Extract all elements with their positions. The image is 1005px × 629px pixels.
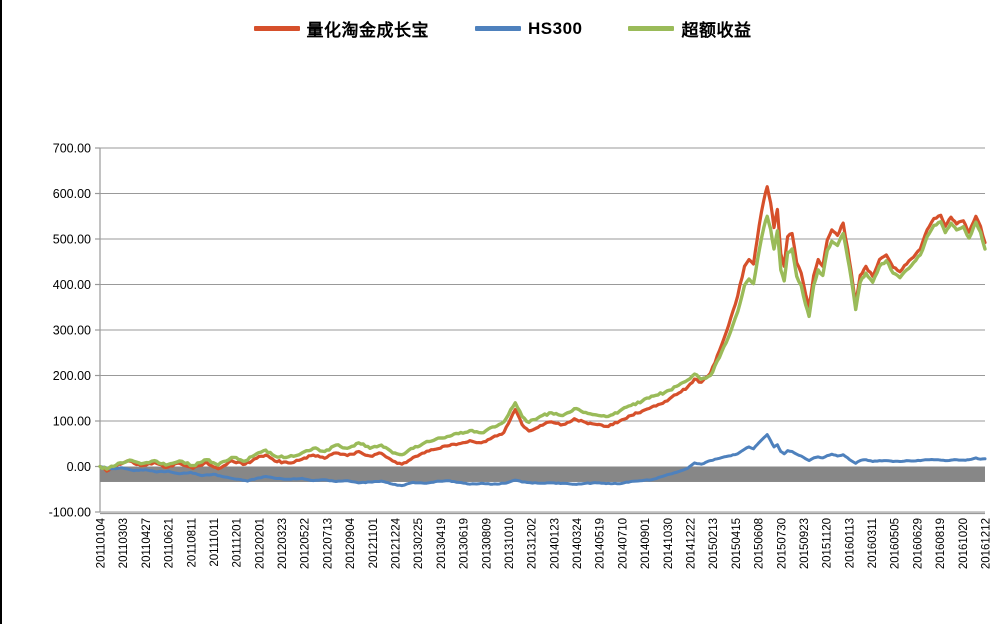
x-axis-label: 20131010 [504,518,516,569]
chart-legend: 量化淘金成长宝 HS300 超额收益 [0,16,1005,41]
x-axis-label: 20110303 [118,518,130,568]
legend-label-fund: 量化淘金成长宝 [306,21,429,40]
x-axis-label: 20120201 [254,518,266,569]
x-axis-label: 20140519 [595,518,607,569]
legend-label-excess: 超额收益 [681,21,752,40]
legend-item-excess: 超额收益 [628,16,751,41]
x-axis-label: 20130809 [481,518,493,569]
y-axis-label: 500.00 [53,233,91,247]
y-axis-label: 300.00 [53,324,91,338]
table-cell-border-left [0,0,2,624]
legend-item-fund: 量化淘金成长宝 [253,16,430,41]
legend-label-hs300: HS300 [528,18,583,38]
x-axis-label: 20111011 [209,518,221,567]
x-axis-label: 20160113 [844,518,856,568]
x-axis-label: 20121224 [391,517,403,569]
zero-band [100,466,985,482]
y-axis-label: 400.00 [53,278,91,292]
y-axis-label: 700.00 [53,142,91,156]
x-axis-label: 20150608 [754,518,766,569]
x-axis-label: 20120522 [300,518,312,569]
x-axis-label: 20150213 [708,518,720,569]
x-axis-label: 20140901 [640,518,652,569]
x-axis-label: 20150730 [776,518,788,569]
x-axis-label: 20131202 [527,518,539,569]
series-line-fund [98,185,987,473]
hs300-line-swatch-icon [475,26,521,31]
x-axis-label: 20121101 [368,518,380,568]
x-axis-label: 20130225 [413,518,425,569]
series-line-hs300 [98,433,987,488]
x-axis-label: 20140324 [572,517,584,569]
x-axis-label: 20120904 [345,517,357,569]
x-axis-label: 20151120 [822,518,834,568]
x-axis-label: 20120323 [277,518,289,569]
x-axis-label: 20110811 [186,518,198,567]
y-axis-label: -100.00 [49,506,91,520]
x-axis-label: 20110621 [164,518,176,568]
x-axis-label: 20150415 [731,518,743,569]
y-axis-label: 100.00 [53,415,91,429]
series-line-excess [98,214,987,471]
x-axis-label: 20160819 [935,518,947,569]
x-axis-label: 20140710 [617,518,629,569]
x-axis-label: 20161020 [958,518,970,569]
x-axis-label: 20130619 [459,518,471,569]
x-axis-label: 20120713 [322,518,334,569]
y-axis-label: 200.00 [53,369,91,383]
x-axis-label: 20160629 [912,518,924,569]
fund-line-swatch-icon [253,26,300,31]
x-axis-label: 20141222 [686,518,698,569]
excess-line-swatch-icon [628,26,675,31]
x-axis-label: 20160505 [890,518,902,569]
x-axis-label: 20110427 [141,518,153,568]
x-axis-label: 20110104 [96,517,108,568]
x-axis-label: 20111201 [232,518,244,567]
x-axis-label: 20130419 [436,518,448,569]
x-axis-label: 20150923 [799,518,811,569]
x-axis-label: 20141030 [663,518,675,569]
y-axis-label: 600.00 [53,187,91,201]
y-axis-label: 0.00 [67,460,91,474]
legend-item-hs300: HS300 [475,19,582,39]
x-axis-label: 20161212 [981,518,993,569]
x-axis-label: 20140123 [549,518,561,569]
x-axis-label: 20160311 [867,518,879,568]
